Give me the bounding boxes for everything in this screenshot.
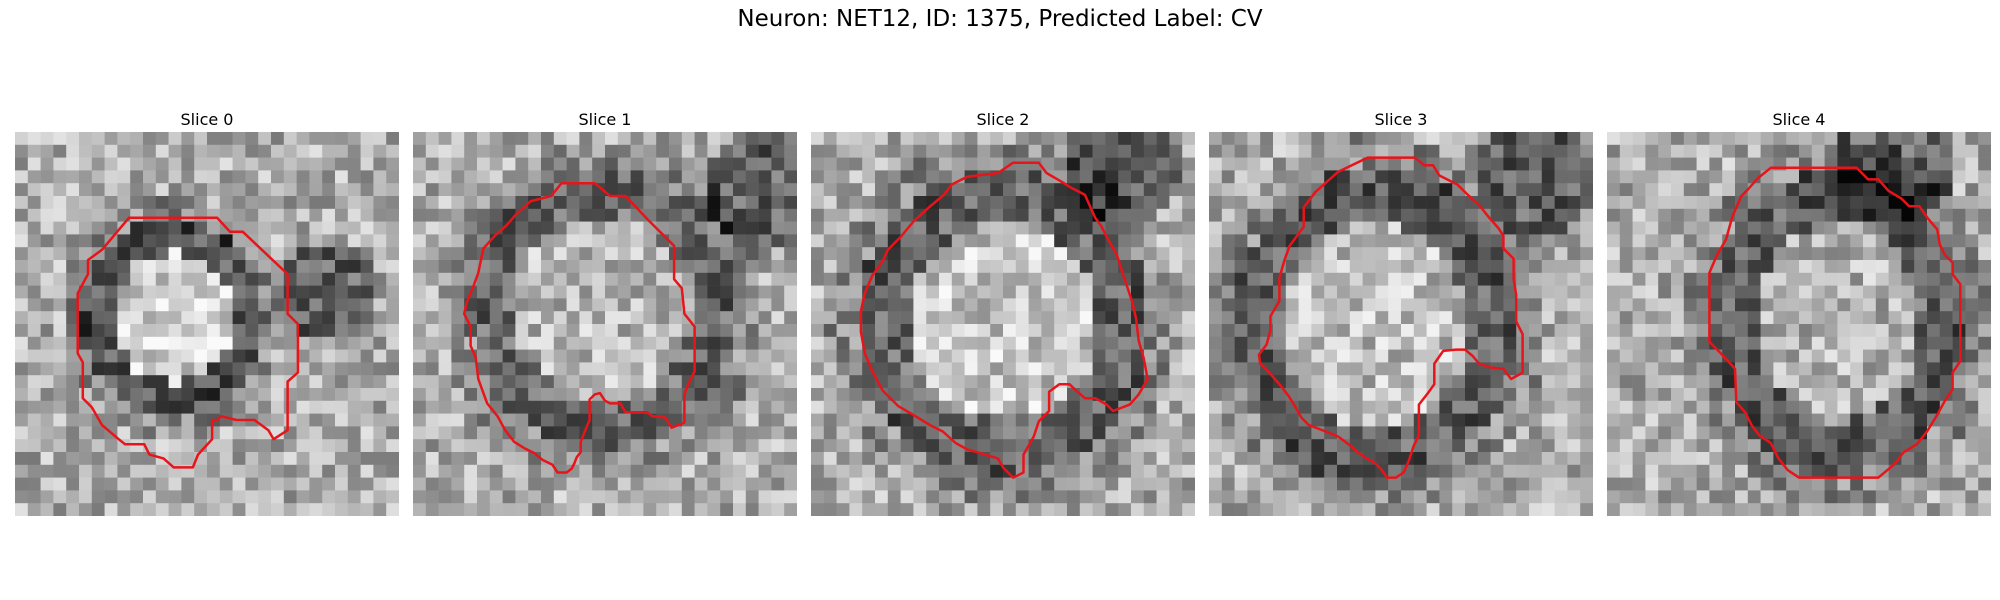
slice-title: Slice 1 xyxy=(578,110,632,129)
segmentation-contour xyxy=(1257,156,1524,479)
slice-image-3 xyxy=(1209,132,1593,516)
segmentation-contour xyxy=(859,161,1149,479)
slice-panel-2: Slice 2 xyxy=(811,108,1195,516)
slice-title: Slice 3 xyxy=(1374,110,1428,129)
slice-title: Slice 0 xyxy=(180,110,234,129)
slice-image-4 xyxy=(1607,132,1991,516)
slice-panel-3: Slice 3 xyxy=(1209,108,1593,516)
slice-image-2 xyxy=(811,132,1195,516)
segmentation-contour xyxy=(76,216,300,469)
slice-panel-4: Slice 4 xyxy=(1607,108,1991,516)
slice-panel-0: Slice 0 xyxy=(15,108,399,516)
segmentation-contour xyxy=(1708,166,1962,479)
slice-image-1 xyxy=(413,132,797,516)
slice-image-0 xyxy=(15,132,399,516)
slice-panel-1: Slice 1 xyxy=(413,108,797,516)
slice-title: Slice 2 xyxy=(976,110,1030,129)
segmentation-contour xyxy=(462,181,696,474)
figure-title: Neuron: NET12, ID: 1375, Predicted Label… xyxy=(737,6,1263,32)
slice-title: Slice 4 xyxy=(1772,110,1826,129)
